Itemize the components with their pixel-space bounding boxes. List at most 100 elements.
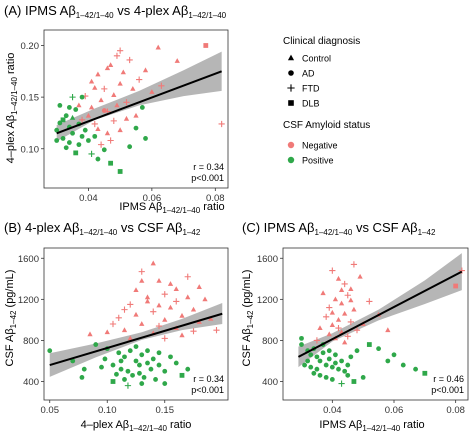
legend: Clinical diagnosis Control AD FTD DLB CSF A…	[283, 36, 370, 166]
panel-a-data-point	[107, 137, 114, 144]
panel-a-data-point	[66, 140, 72, 145]
panel-b-data-point	[173, 298, 180, 305]
panel-a-ylabel: 4–plex Aβ1–42/1–40 ratio	[5, 53, 19, 164]
panel-b-data-point	[150, 260, 156, 266]
panel-a-data-point	[120, 69, 126, 75]
panel-a-data-point	[98, 97, 104, 103]
panel-b-data-point	[102, 356, 108, 362]
panel-c-data-point	[354, 348, 360, 354]
panel-c-data-point	[317, 325, 323, 331]
panel-a-data-point	[155, 44, 161, 50]
panel-b-data-point	[179, 312, 185, 318]
panel-c-data-point	[348, 354, 354, 360]
panel-b-data-point	[156, 302, 162, 308]
panel-c-data-point	[350, 261, 358, 268]
panel-a-data-point	[88, 104, 95, 110]
panel-a-data-point	[101, 108, 107, 113]
panel-c-data-point	[314, 354, 320, 360]
panel-c-data-point	[308, 364, 314, 370]
panel-c-data-point	[366, 342, 372, 347]
panel-a-data-point	[142, 67, 149, 73]
panel-b-data-point	[144, 298, 151, 304]
panel-b-data-point	[161, 291, 168, 298]
panel-a-data-point	[111, 92, 117, 97]
panel-b-xtick-label: 0.05	[41, 405, 60, 416]
panel-c-ytick-label: 800	[262, 336, 278, 347]
panel-c-data-point	[329, 309, 335, 315]
panel-b-data-point	[130, 372, 135, 378]
panel-b-data-point	[202, 296, 208, 302]
panel-a-ytick-label: 0.20	[21, 41, 40, 52]
panel-a-data-point	[203, 43, 209, 48]
panel-c-data-point	[347, 318, 354, 326]
panel-a-data-point	[91, 120, 98, 128]
panel-c-data-point	[311, 370, 317, 376]
panel-a-xlabel: IPMS Aβ1–42/1–40 ratio	[119, 201, 224, 215]
panel-c-data-point	[338, 380, 345, 387]
panel-b-ytick-label: 1600	[18, 254, 39, 265]
panel-a-data-point	[104, 65, 111, 71]
panel-c-axes-frame	[282, 247, 469, 401]
panel-b-data-point	[156, 362, 162, 368]
panel-a-ytick-label: 0.10	[21, 144, 40, 155]
panel-b-data-point	[150, 308, 157, 315]
panel-a-data-point	[54, 138, 60, 143]
panel-a-stat-label: p<0.001	[191, 173, 224, 183]
panel-c-data-point	[302, 362, 307, 368]
panel-c-data-point	[326, 331, 332, 337]
panel-b-plot: 0.05 0.10 0.15 400 800 1200 1600 r = 0.34p<0.00…	[18, 247, 229, 416]
panel-c-data-point	[323, 362, 329, 368]
legend-ad-label: AD	[302, 69, 315, 79]
legend-ad-symbol	[288, 70, 294, 76]
legend-negative-swatch	[287, 141, 295, 149]
panel-b-data-point	[70, 358, 76, 364]
panel-b-xlabel: 4–plex Aβ1–42/1–40 ratio	[81, 419, 192, 433]
panel-a-data-point	[127, 144, 133, 150]
panel-a-data-point	[139, 105, 145, 110]
panel-a-data-point	[57, 102, 63, 108]
panel-b-data-point	[114, 371, 119, 377]
panel-a-data-point	[114, 102, 120, 108]
panel-a-data-point	[76, 142, 82, 148]
panel-c-data-point	[329, 377, 335, 382]
panel-b-data-point	[156, 350, 162, 356]
panel-b-data-point	[127, 335, 133, 341]
panel-b-data-point	[127, 301, 134, 308]
legend-ftd-label: FTD	[302, 84, 320, 94]
panel-a-data-point	[158, 82, 165, 89]
panel-b-data-point	[161, 335, 168, 342]
panel-a-data-point	[95, 156, 101, 162]
panel-c-data-point	[323, 375, 329, 380]
panel-c-data-point	[453, 283, 459, 289]
panel-b-data-point	[213, 327, 220, 334]
panel-b-data-point	[93, 342, 99, 347]
panel-a-data-point	[174, 58, 180, 63]
legend-shape-title: Clinical diagnosis	[283, 36, 360, 47]
panel-b-data-point	[179, 372, 185, 378]
panel-a-data-point	[95, 126, 101, 132]
panel-b-data-point	[99, 364, 104, 370]
panel-b-data-point	[162, 317, 168, 322]
panel-c-ytick-label: 1200	[257, 295, 278, 306]
panel-b-data-point	[110, 379, 116, 384]
panel-b-data-point	[124, 382, 132, 389]
panel-c-data-point	[376, 346, 381, 352]
panel-a-data-point	[101, 147, 107, 153]
panel-c-data-point	[342, 339, 348, 345]
panel-c-data-point	[385, 358, 391, 364]
panel-b-data-point	[133, 287, 139, 293]
panel-c-data-point	[391, 352, 397, 358]
legend-control-symbol	[287, 54, 295, 61]
panel-c-data-point	[329, 267, 336, 274]
panel-a-fit-line	[56, 70, 223, 135]
panel-c-xtick-label: 0.06	[385, 405, 404, 416]
panel-c-data-point	[336, 366, 341, 372]
panel-b-data-point	[145, 348, 150, 354]
panel-b-data-point	[162, 368, 168, 374]
panel-c-xtick-label: 0.04	[323, 405, 342, 416]
panel-a-data-point	[86, 138, 91, 143]
panel-a-data-point	[123, 115, 130, 121]
panel-b-data-point	[121, 306, 128, 313]
panel-c-data-point	[400, 362, 406, 368]
panel-a-data-point	[149, 89, 155, 94]
